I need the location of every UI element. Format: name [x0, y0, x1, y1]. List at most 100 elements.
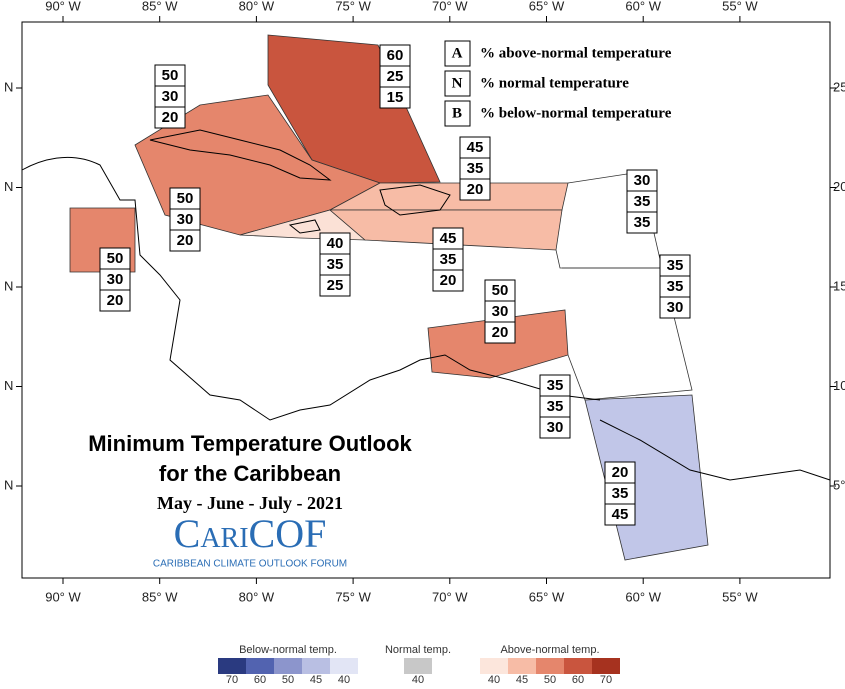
colorbar-label: Above-normal temp.: [500, 644, 599, 656]
prob-value: 35: [667, 257, 684, 274]
prob-value: 30: [162, 88, 179, 105]
key-box: [444, 70, 471, 97]
prob-value: 15: [387, 89, 404, 106]
prob-value: 30: [177, 211, 194, 228]
prob-box: [659, 296, 691, 319]
prob-value: 20: [177, 232, 194, 249]
prob-value: 35: [634, 214, 651, 231]
colorbar-swatch: [302, 658, 330, 674]
lon-label: 75° W: [335, 589, 371, 604]
logo-subtitle: CARIBBEAN CLIMATE OUTLOOK FORUM: [153, 559, 347, 570]
colorbar-tick: 45: [516, 674, 528, 684]
colorbar-tick: 60: [254, 674, 266, 684]
lon-label: 85° W: [142, 0, 178, 13]
colorbar-swatch: [536, 658, 564, 674]
prob-box: [459, 178, 491, 201]
prob-box: [379, 86, 411, 109]
coastline: [21, 156, 601, 421]
colorbar-swatch: [564, 658, 592, 674]
colorbar-swatch: [508, 658, 536, 674]
key-text: % below-normal temperature: [480, 105, 672, 121]
colorbar-swatch: [330, 658, 358, 674]
lat-label: N: [4, 477, 13, 492]
lat-label: N: [4, 278, 13, 293]
period: May - June - July - 2021: [157, 493, 343, 513]
coastline: [379, 184, 451, 216]
prob-box: [626, 211, 658, 234]
prob-value: 25: [387, 68, 404, 85]
prob-value: 35: [547, 377, 564, 394]
coastline: [599, 419, 831, 481]
colorbar-swatch: [274, 658, 302, 674]
prob-value: 50: [177, 190, 194, 207]
prob-box: [154, 106, 186, 129]
lon-label: 85° W: [142, 589, 178, 604]
prob-value: 30: [667, 299, 684, 316]
prob-value: 35: [667, 278, 684, 295]
coastline: [149, 129, 332, 181]
prob-value: 35: [547, 398, 564, 415]
prob-value: 20: [107, 292, 124, 309]
lon-label: 90° W: [45, 589, 81, 604]
lon-label: 55° W: [722, 589, 758, 604]
prob-value: 60: [387, 47, 404, 64]
prob-value: 35: [634, 193, 651, 210]
prob-value: 45: [612, 506, 629, 523]
prob-value: 20: [612, 464, 629, 481]
lat-label: N: [4, 79, 13, 94]
lon-label: 65° W: [529, 0, 565, 13]
colorbar-tick: 70: [226, 674, 238, 684]
prob-box: [432, 269, 464, 292]
colorbar-tick: 70: [600, 674, 612, 684]
lon-label: 60° W: [625, 0, 661, 13]
colorbar-label: Normal temp.: [385, 644, 451, 656]
coastline: [288, 219, 321, 234]
prob-value: 35: [612, 485, 629, 502]
colorbar-tick: 45: [310, 674, 322, 684]
prob-value: 20: [492, 324, 509, 341]
colorbar-swatch: [592, 658, 620, 674]
prob-value: 20: [467, 181, 484, 198]
key-box: [444, 100, 471, 127]
colorbar-tick: 40: [338, 674, 350, 684]
prob-value: 20: [440, 272, 457, 289]
colorbar-tick: 50: [282, 674, 294, 684]
prob-value: 30: [492, 303, 509, 320]
lon-label: 55° W: [722, 0, 758, 13]
logo: CariCOF: [174, 511, 327, 556]
key-letter: B: [452, 105, 462, 121]
map-frame: [21, 21, 831, 579]
lat-label: 10°: [833, 378, 845, 393]
lat-label: 20°: [833, 179, 845, 194]
prob-value: 35: [440, 251, 457, 268]
colorbar-swatch: [404, 658, 432, 674]
colorbar-tick: 50: [544, 674, 556, 684]
prob-value: 30: [634, 172, 651, 189]
lon-label: 75° W: [335, 0, 371, 13]
prob-value: 30: [547, 419, 564, 436]
prob-value: 50: [107, 250, 124, 267]
region: [427, 309, 569, 379]
key: A N B % above-normal temperature % norma…: [444, 40, 672, 127]
prob-box: [604, 503, 636, 526]
lat-label: N: [4, 378, 13, 393]
colorbar-swatch: [218, 658, 246, 674]
lat-label: 25: [833, 79, 845, 94]
lon-label: 90° W: [45, 0, 81, 13]
prob-value: 35: [327, 256, 344, 273]
lon-label: 60° W: [625, 589, 661, 604]
key-text: % normal temperature: [480, 75, 629, 91]
colorbar-label: Below-normal temp.: [239, 644, 337, 656]
key-letter: A: [452, 45, 463, 61]
prob-box: [539, 416, 571, 439]
prob-box: [99, 289, 131, 312]
colorbar-swatch: [246, 658, 274, 674]
colorbar-tick: 40: [412, 674, 424, 684]
key-box: [444, 40, 471, 67]
lat-label: 5°: [833, 477, 845, 492]
lon-label: 70° W: [432, 589, 468, 604]
prob-box: [319, 274, 351, 297]
region-outline: [562, 267, 693, 401]
prob-value: 35: [467, 160, 484, 177]
